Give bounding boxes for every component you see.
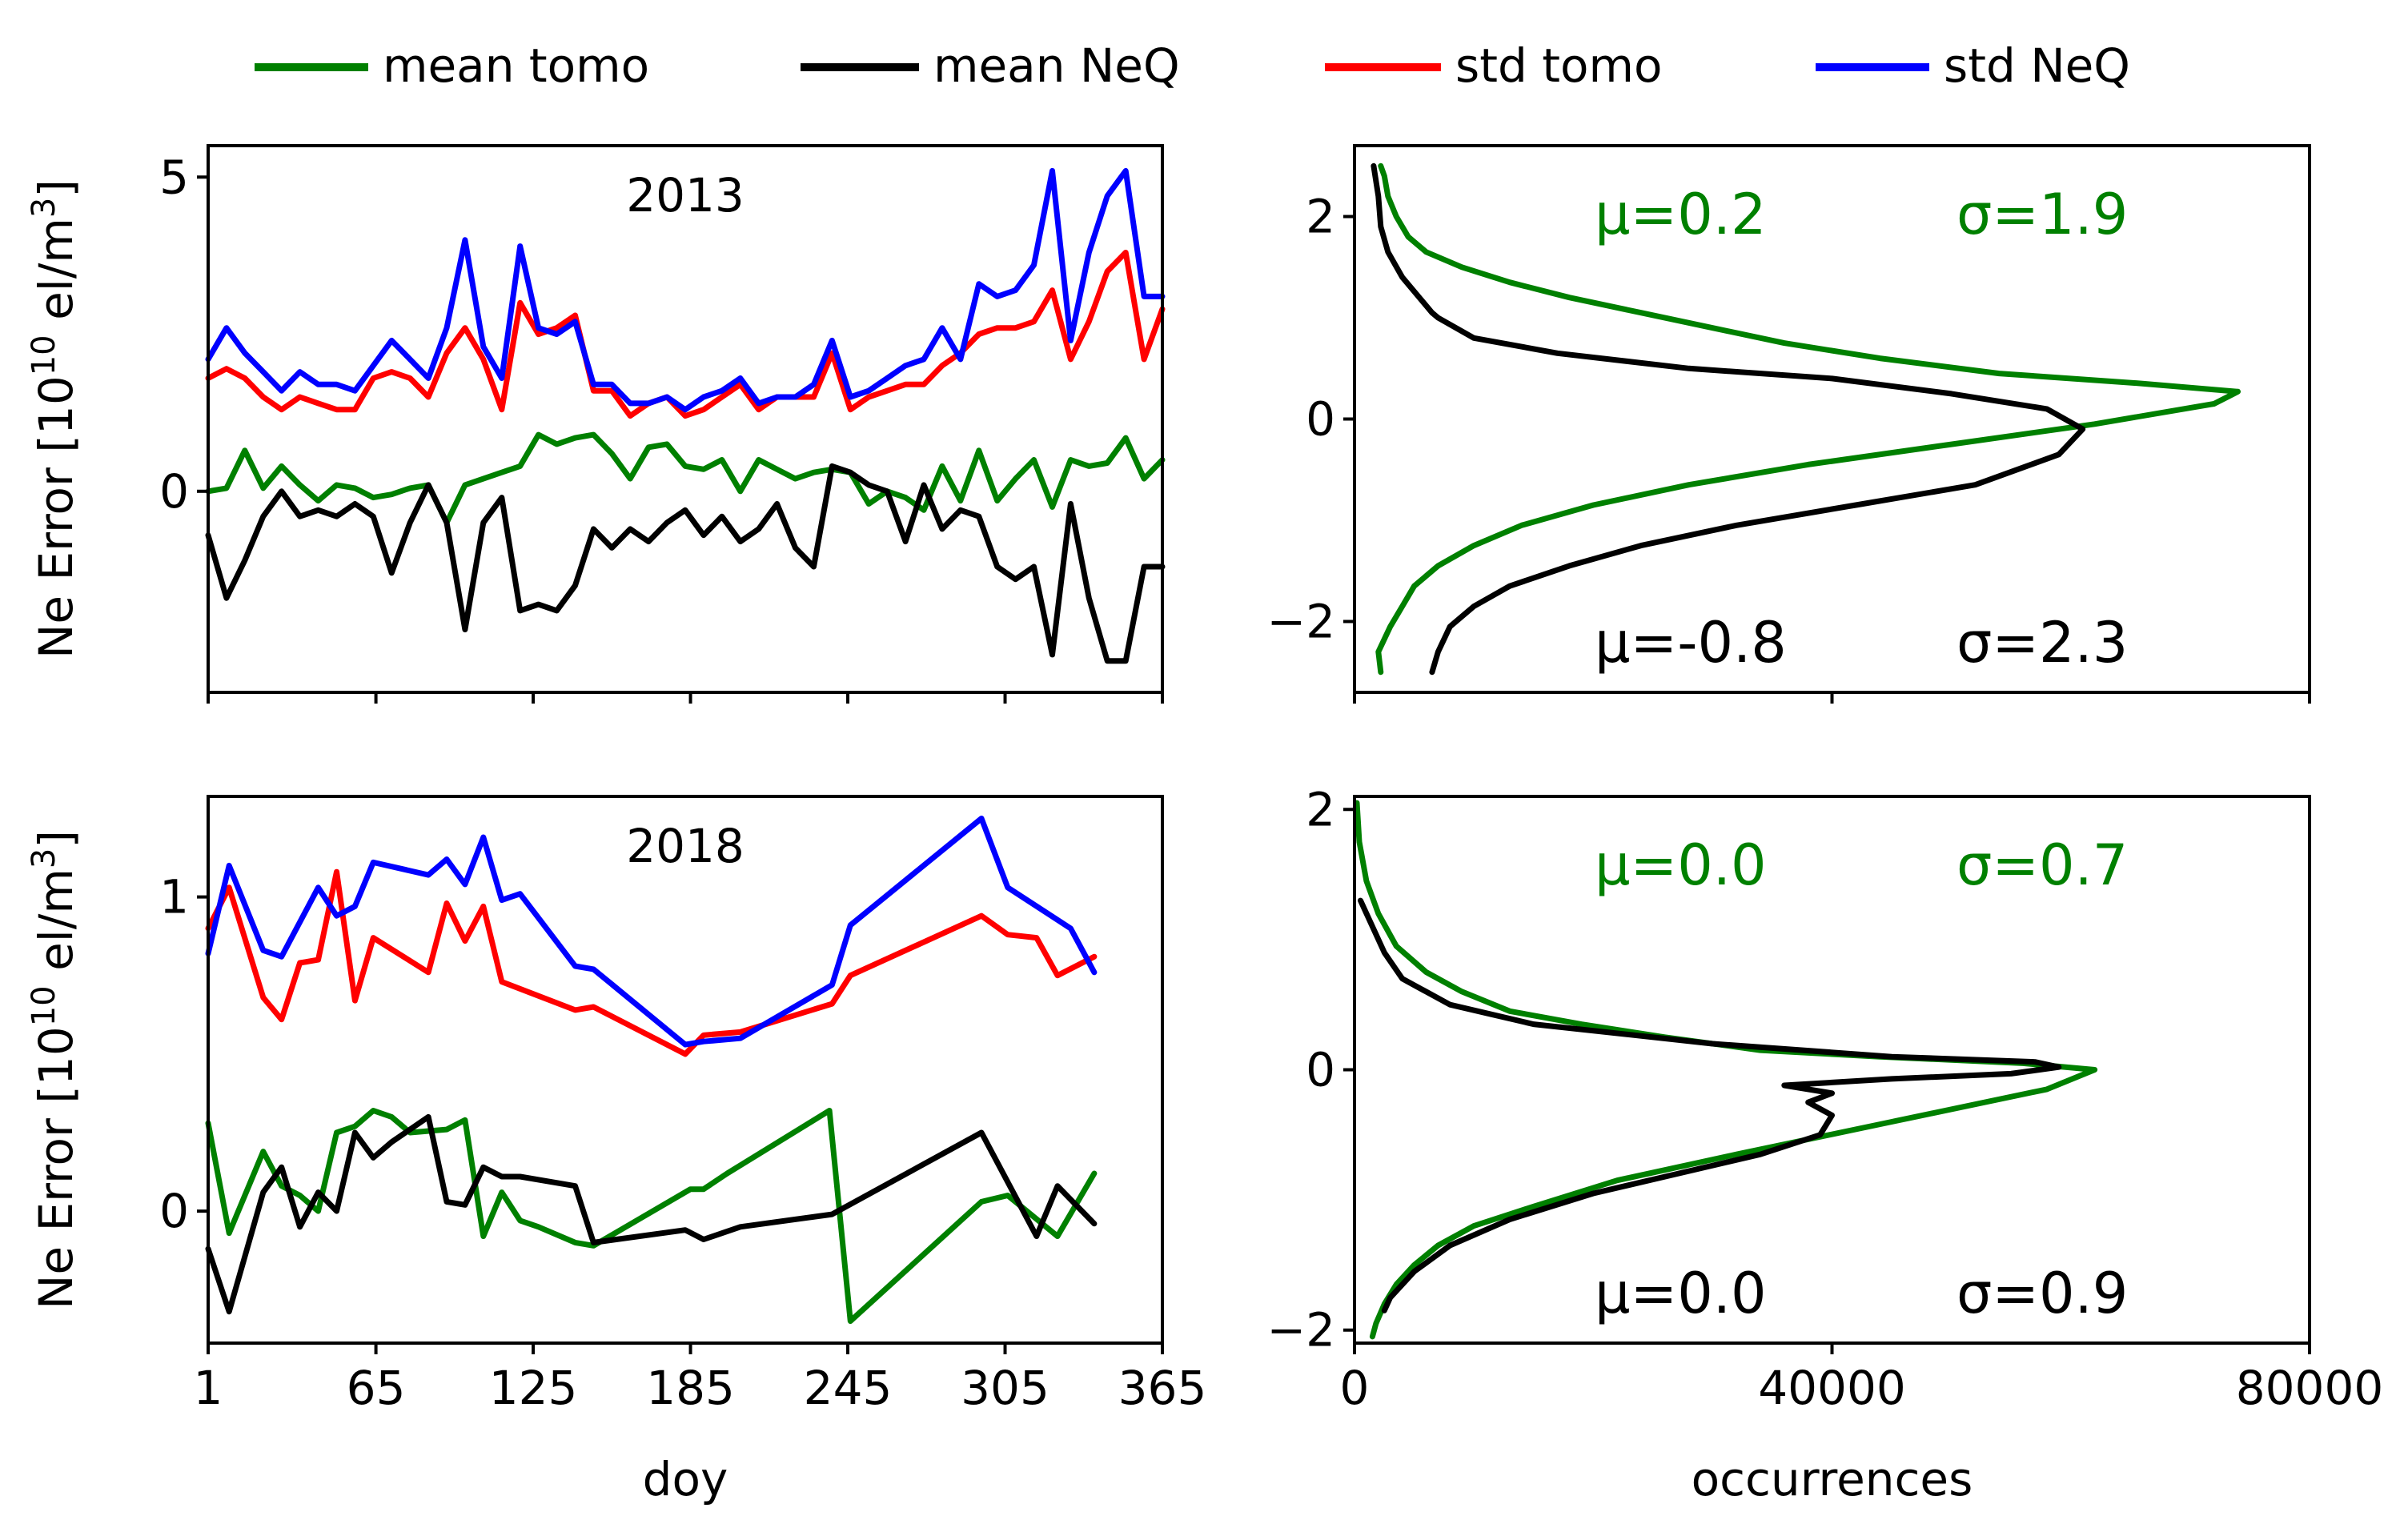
series-layer (205, 167, 1166, 664)
series-line-mean-tomo (205, 431, 1166, 526)
x-axis-label: occurrences (1692, 1452, 1973, 1506)
y-axis-label-mid: el/m (29, 218, 83, 335)
series-line-std-neq (205, 167, 1166, 413)
x-tick-label: 305 (961, 1361, 1049, 1415)
y-axis-label: Ne Error [1010 el/m3] (26, 179, 83, 659)
panel-title: 2013 (626, 168, 744, 223)
y-axis-label-main: Ne Error [10 (29, 1026, 83, 1309)
plot-frame (1353, 795, 2311, 1345)
legend-entry-std-tomo: std tomo (1325, 38, 1662, 93)
annotation-sigma-neq: σ=0.9 (1957, 1261, 2128, 1326)
y-axis-label-exp1: 10 (26, 335, 62, 375)
y-tick-label: 1 (159, 870, 189, 924)
x-tick-label: 365 (1118, 1361, 1207, 1415)
series-line-std-tomo (205, 250, 1166, 419)
legend: mean tomo mean NeQ std tomo std NeQ (255, 38, 2130, 93)
y-axis-label-mid: el/m (29, 868, 83, 985)
annotation-mu-neq: μ=-0.8 (1595, 610, 1787, 676)
y-axis-label-exp1: 10 (26, 985, 62, 1026)
series-layer (205, 816, 1098, 1324)
x-ticks (207, 692, 1164, 704)
y-tick-label: −2 (1267, 1303, 1336, 1358)
x-ticks (1353, 692, 2311, 704)
x-tick-label: 65 (347, 1361, 406, 1415)
annotation-mu-neq: μ=0.0 (1595, 1261, 1767, 1326)
series-line-mean-neq (205, 463, 1166, 664)
legend-label-mean-tomo: mean tomo (383, 38, 649, 93)
legend-label-mean-neq: mean NeQ (933, 38, 1180, 93)
series-line-tomo (1375, 162, 2241, 676)
y-ticks: −2 0 2 (1267, 190, 1355, 648)
panel-2013-timeseries: 2013 05 Ne Error [1010 el/m3] (26, 144, 1166, 704)
annotation-mu-tomo: μ=0.0 (1595, 832, 1767, 898)
plot-frame (207, 795, 1164, 1345)
series-line-std-tomo (205, 868, 1098, 1057)
y-ticks: 01 (159, 870, 208, 1238)
x-tick-label: 125 (489, 1361, 578, 1415)
y-tick-label: 0 (159, 464, 189, 519)
series-line-mean-neq (205, 1113, 1098, 1315)
y-tick-label: 2 (1306, 782, 1335, 836)
legend-label-std-neq: std NeQ (1944, 38, 2130, 93)
annotation-sigma-neq: σ=2.3 (1957, 610, 2128, 676)
legend-label-std-tomo: std tomo (1455, 38, 1662, 93)
legend-entry-mean-tomo: mean tomo (255, 38, 649, 93)
x-tick-label: 1 (194, 1361, 223, 1415)
x-ticks: 0 40000 80000 (1340, 1343, 2384, 1415)
y-axis-label-exp2: 3 (26, 848, 62, 868)
y-axis-label: Ne Error [1010 el/m3] (26, 830, 83, 1309)
y-tick-label: 0 (1306, 392, 1335, 447)
y-axis-label-main: Ne Error [10 (29, 375, 83, 659)
series-layer (1354, 800, 2098, 1340)
series-line-neq (1358, 897, 2062, 1313)
x-tick-label: 80000 (2236, 1361, 2384, 1415)
series-line-neq (1371, 162, 2086, 676)
y-axis-label-end: ] (29, 830, 83, 848)
x-ticks: 1 65 125 185 245 305 365 (194, 1343, 1207, 1415)
plot-frame (1353, 144, 2311, 694)
panel-title: 2018 (626, 819, 744, 873)
y-ticks: −2 0 2 (1267, 782, 1355, 1358)
annotation-mu-tomo: μ=0.2 (1595, 182, 1767, 247)
y-tick-label: 0 (1306, 1043, 1335, 1097)
x-tick-label: 40000 (1758, 1361, 1906, 1415)
x-tick-label: 0 (1340, 1361, 1370, 1415)
legend-entry-mean-neq: mean NeQ (801, 38, 1180, 93)
y-tick-label: −2 (1267, 594, 1336, 648)
plot-frame (207, 144, 1164, 694)
annotation-sigma-tomo: σ=0.7 (1957, 832, 2128, 898)
x-tick-label: 185 (646, 1361, 735, 1415)
y-axis-label-end: ] (29, 179, 83, 198)
y-tick-label: 5 (159, 150, 189, 204)
y-ticks: 05 (159, 150, 208, 519)
panel-2018-timeseries: 2018 01 1 65 125 185 245 305 365 Ne Error [101… (26, 795, 1207, 1506)
series-layer (1371, 162, 2241, 676)
panel-2018-histogram: −202 0 40000 80000 μ=0.0 σ=0.7 μ=0.0 σ=0.9… (1267, 782, 2384, 1506)
y-axis-label-exp2: 3 (26, 198, 62, 218)
panel-2013-histogram: −2 0 2 μ=0.2 σ=1.9 μ=-0.8 σ=2.3 (1267, 144, 2311, 704)
y-tick-label: 2 (1306, 190, 1335, 244)
legend-entry-std-neq: std NeQ (1816, 38, 2130, 93)
y-tick-label: 0 (159, 1184, 189, 1238)
series-line-mean-tomo (205, 1108, 1098, 1324)
series-line-std-neq (205, 816, 1098, 1048)
x-tick-label: 245 (804, 1361, 893, 1415)
annotation-sigma-tomo: σ=1.9 (1957, 182, 2128, 247)
x-axis-label: doy (643, 1452, 728, 1506)
